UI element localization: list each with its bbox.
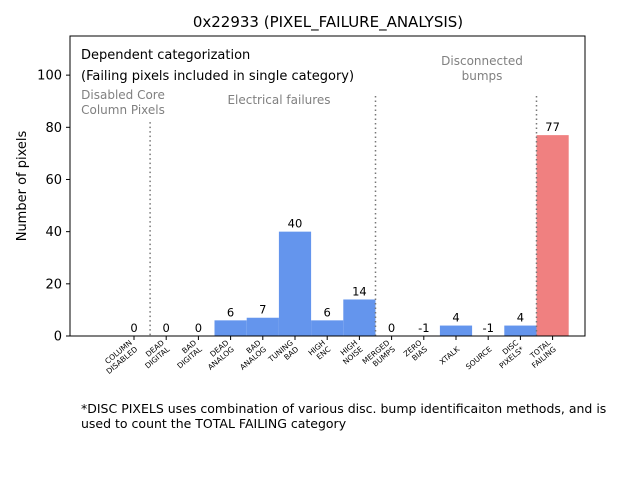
data-label: 4 xyxy=(452,311,459,325)
annotation-line-1: Dependent categorization xyxy=(81,48,250,63)
bar xyxy=(504,325,537,336)
footnote: *DISC PIXELS uses combination of various… xyxy=(81,401,607,431)
x-tick-label: COLUMNDISABLED xyxy=(99,338,139,376)
y-tick-label: 80 xyxy=(45,121,62,136)
data-label: 0 xyxy=(388,321,395,335)
pixel-failure-chart: 0x22933 (PIXEL_FAILURE_ANALYSIS) Number … xyxy=(15,13,586,376)
x-tick-label: DEADDIGITAL xyxy=(138,338,172,371)
bar xyxy=(343,299,376,336)
data-label: 0 xyxy=(163,321,170,335)
x-tick-label: ZEROBIAS xyxy=(402,338,430,365)
x-tick-label: SOURCE xyxy=(464,344,494,371)
data-label: 7 xyxy=(259,303,266,317)
bar xyxy=(214,320,247,336)
bar xyxy=(246,317,279,336)
annotation-line-2: (Failing pixels included in single categ… xyxy=(81,69,354,84)
section-label: Disconnected bumps xyxy=(441,54,523,83)
x-tick-label: BADANALOG xyxy=(233,338,269,372)
data-label: -1 xyxy=(418,321,429,335)
data-label: 0 xyxy=(195,321,202,335)
x-tick-label: BADDIGITAL xyxy=(170,338,204,371)
bar xyxy=(439,325,473,336)
x-tick-label: TUNINGBAD xyxy=(266,338,301,371)
data-label: 0 xyxy=(130,321,137,335)
y-tick-label: 60 xyxy=(45,173,62,188)
y-tick-label: 100 xyxy=(37,69,62,84)
data-label: 4 xyxy=(517,311,524,325)
data-label: 14 xyxy=(352,284,367,298)
data-label: 40 xyxy=(288,217,303,231)
data-label: 6 xyxy=(324,305,331,319)
x-tick-label: DEADANALOG xyxy=(201,338,237,372)
section-label: Electrical failures xyxy=(227,93,330,107)
x-tick-label: DISCPIXELS* xyxy=(492,338,526,370)
y-tick-label: 40 xyxy=(45,225,62,240)
section-label: Disabled Core Column Pixels xyxy=(81,88,165,117)
y-tick-label: 20 xyxy=(45,277,62,292)
chart-title: 0x22933 (PIXEL_FAILURE_ANALYSIS) xyxy=(193,13,463,32)
bar xyxy=(278,231,312,336)
y-axis-label: Number of pixels xyxy=(15,130,30,241)
data-label: 77 xyxy=(545,120,560,134)
x-tick-label: HIGHNOISE xyxy=(336,338,365,367)
plot-frame xyxy=(69,35,586,337)
x-tick-label: MERGEDBUMPS xyxy=(361,338,398,373)
data-label: -1 xyxy=(482,321,493,335)
data-label: 6 xyxy=(227,305,234,319)
x-tick-label: XTALK xyxy=(438,344,462,367)
bar xyxy=(311,320,344,336)
x-tick-label: HIGHENC xyxy=(306,338,332,364)
x-tick-label: TOTALFAILING xyxy=(525,338,559,370)
bar xyxy=(536,135,569,336)
y-tick-label: 0 xyxy=(54,330,62,345)
